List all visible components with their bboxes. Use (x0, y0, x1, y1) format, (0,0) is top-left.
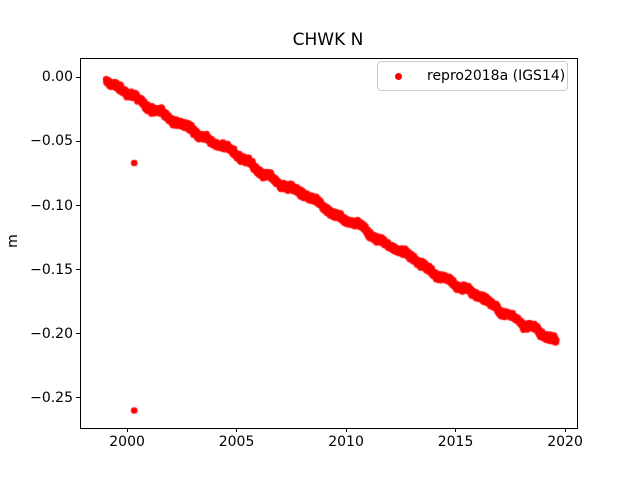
x-tick-mark (455, 428, 457, 432)
y-tick-mark (76, 269, 80, 271)
x-tick-label: 2000 (109, 434, 145, 450)
y-tick-mark (76, 397, 80, 399)
y-tick-label: −0.05 (30, 133, 73, 150)
scatter-canvas (81, 59, 577, 428)
y-tick-label: −0.10 (30, 197, 73, 214)
plot-area (80, 58, 578, 429)
x-tick-label: 2005 (218, 434, 255, 450)
legend-marker-dot (395, 72, 402, 80)
x-tick-mark (126, 428, 128, 432)
y-tick-mark (76, 333, 80, 335)
x-tick-mark (236, 428, 238, 432)
y-tick-mark (76, 205, 80, 207)
y-tick-label: −0.15 (30, 261, 73, 278)
x-tick-mark (345, 428, 347, 432)
y-tick-label: −0.25 (30, 389, 73, 406)
y-tick-label: −0.20 (30, 325, 73, 342)
x-tick-mark (564, 428, 566, 432)
legend-label: repro2018a (IGS14) (427, 68, 566, 84)
legend: repro2018a (IGS14) (377, 61, 568, 91)
x-tick-label: 2015 (437, 434, 474, 450)
chart-title: CHWK N (292, 30, 364, 50)
y-tick-label: 0.00 (41, 69, 73, 86)
y-tick-mark (76, 76, 80, 78)
x-tick-label: 2010 (328, 434, 364, 450)
y-tick-mark (76, 140, 80, 142)
x-tick-label: 2020 (547, 434, 583, 450)
